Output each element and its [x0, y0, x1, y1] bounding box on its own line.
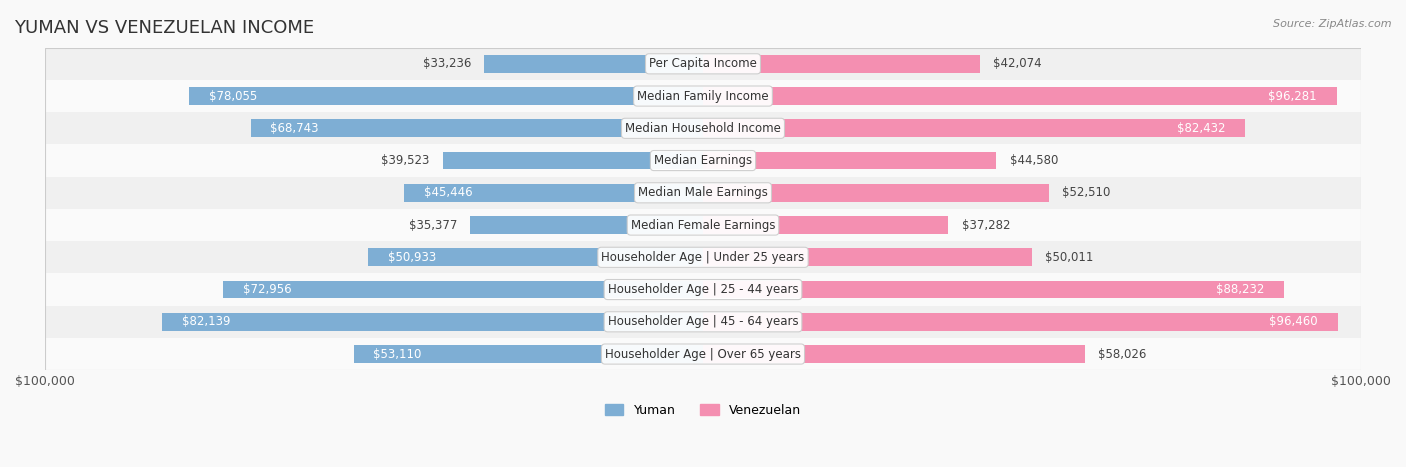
Text: $50,933: $50,933 — [388, 251, 436, 264]
Bar — [45, 338, 1361, 370]
Bar — [45, 177, 1361, 209]
Bar — [703, 345, 1085, 363]
Text: Householder Age | 25 - 44 years: Householder Age | 25 - 44 years — [607, 283, 799, 296]
Text: $35,377: $35,377 — [409, 219, 457, 232]
Bar — [703, 87, 1337, 105]
Text: $53,110: $53,110 — [373, 347, 422, 361]
Text: $45,446: $45,446 — [423, 186, 472, 199]
Bar — [404, 184, 703, 202]
Bar — [353, 345, 703, 363]
Bar — [703, 152, 997, 170]
Text: YUMAN VS VENEZUELAN INCOME: YUMAN VS VENEZUELAN INCOME — [14, 19, 314, 37]
Bar — [703, 248, 1032, 266]
Bar — [45, 306, 1361, 338]
Bar — [470, 216, 703, 234]
Bar — [45, 112, 1361, 144]
Text: $50,011: $50,011 — [1045, 251, 1094, 264]
Text: $68,743: $68,743 — [270, 122, 319, 135]
Legend: Yuman, Venezuelan: Yuman, Venezuelan — [600, 399, 806, 422]
Bar — [45, 241, 1361, 274]
Bar — [45, 144, 1361, 177]
Bar — [368, 248, 703, 266]
Bar — [45, 48, 1361, 80]
Text: Median Male Earnings: Median Male Earnings — [638, 186, 768, 199]
Text: $82,139: $82,139 — [183, 315, 231, 328]
Text: Householder Age | Under 25 years: Householder Age | Under 25 years — [602, 251, 804, 264]
Bar — [250, 120, 703, 137]
Text: Per Capita Income: Per Capita Income — [650, 57, 756, 71]
Text: $78,055: $78,055 — [209, 90, 257, 103]
Text: $52,510: $52,510 — [1062, 186, 1111, 199]
Text: Median Family Income: Median Family Income — [637, 90, 769, 103]
Text: $96,281: $96,281 — [1268, 90, 1317, 103]
Text: $33,236: $33,236 — [423, 57, 471, 71]
Text: Householder Age | Over 65 years: Householder Age | Over 65 years — [605, 347, 801, 361]
Text: Householder Age | 45 - 64 years: Householder Age | 45 - 64 years — [607, 315, 799, 328]
Text: $96,460: $96,460 — [1270, 315, 1317, 328]
Bar — [703, 313, 1337, 331]
Text: $58,026: $58,026 — [1098, 347, 1146, 361]
Text: $42,074: $42,074 — [993, 57, 1042, 71]
Text: $37,282: $37,282 — [962, 219, 1010, 232]
Bar — [163, 313, 703, 331]
Text: Median Earnings: Median Earnings — [654, 154, 752, 167]
Text: $72,956: $72,956 — [243, 283, 291, 296]
Text: Median Household Income: Median Household Income — [626, 122, 780, 135]
Bar — [45, 274, 1361, 306]
Bar — [45, 80, 1361, 112]
Bar — [703, 55, 980, 73]
Bar — [443, 152, 703, 170]
Text: $82,432: $82,432 — [1177, 122, 1226, 135]
Bar — [484, 55, 703, 73]
Text: Median Female Earnings: Median Female Earnings — [631, 219, 775, 232]
Bar — [224, 281, 703, 298]
Text: $39,523: $39,523 — [381, 154, 430, 167]
Bar — [703, 120, 1246, 137]
Bar — [703, 184, 1049, 202]
Bar — [45, 209, 1361, 241]
Bar — [190, 87, 703, 105]
Bar — [703, 216, 948, 234]
Text: $88,232: $88,232 — [1216, 283, 1264, 296]
Bar — [703, 281, 1284, 298]
Text: Source: ZipAtlas.com: Source: ZipAtlas.com — [1274, 19, 1392, 28]
Text: $44,580: $44,580 — [1010, 154, 1057, 167]
